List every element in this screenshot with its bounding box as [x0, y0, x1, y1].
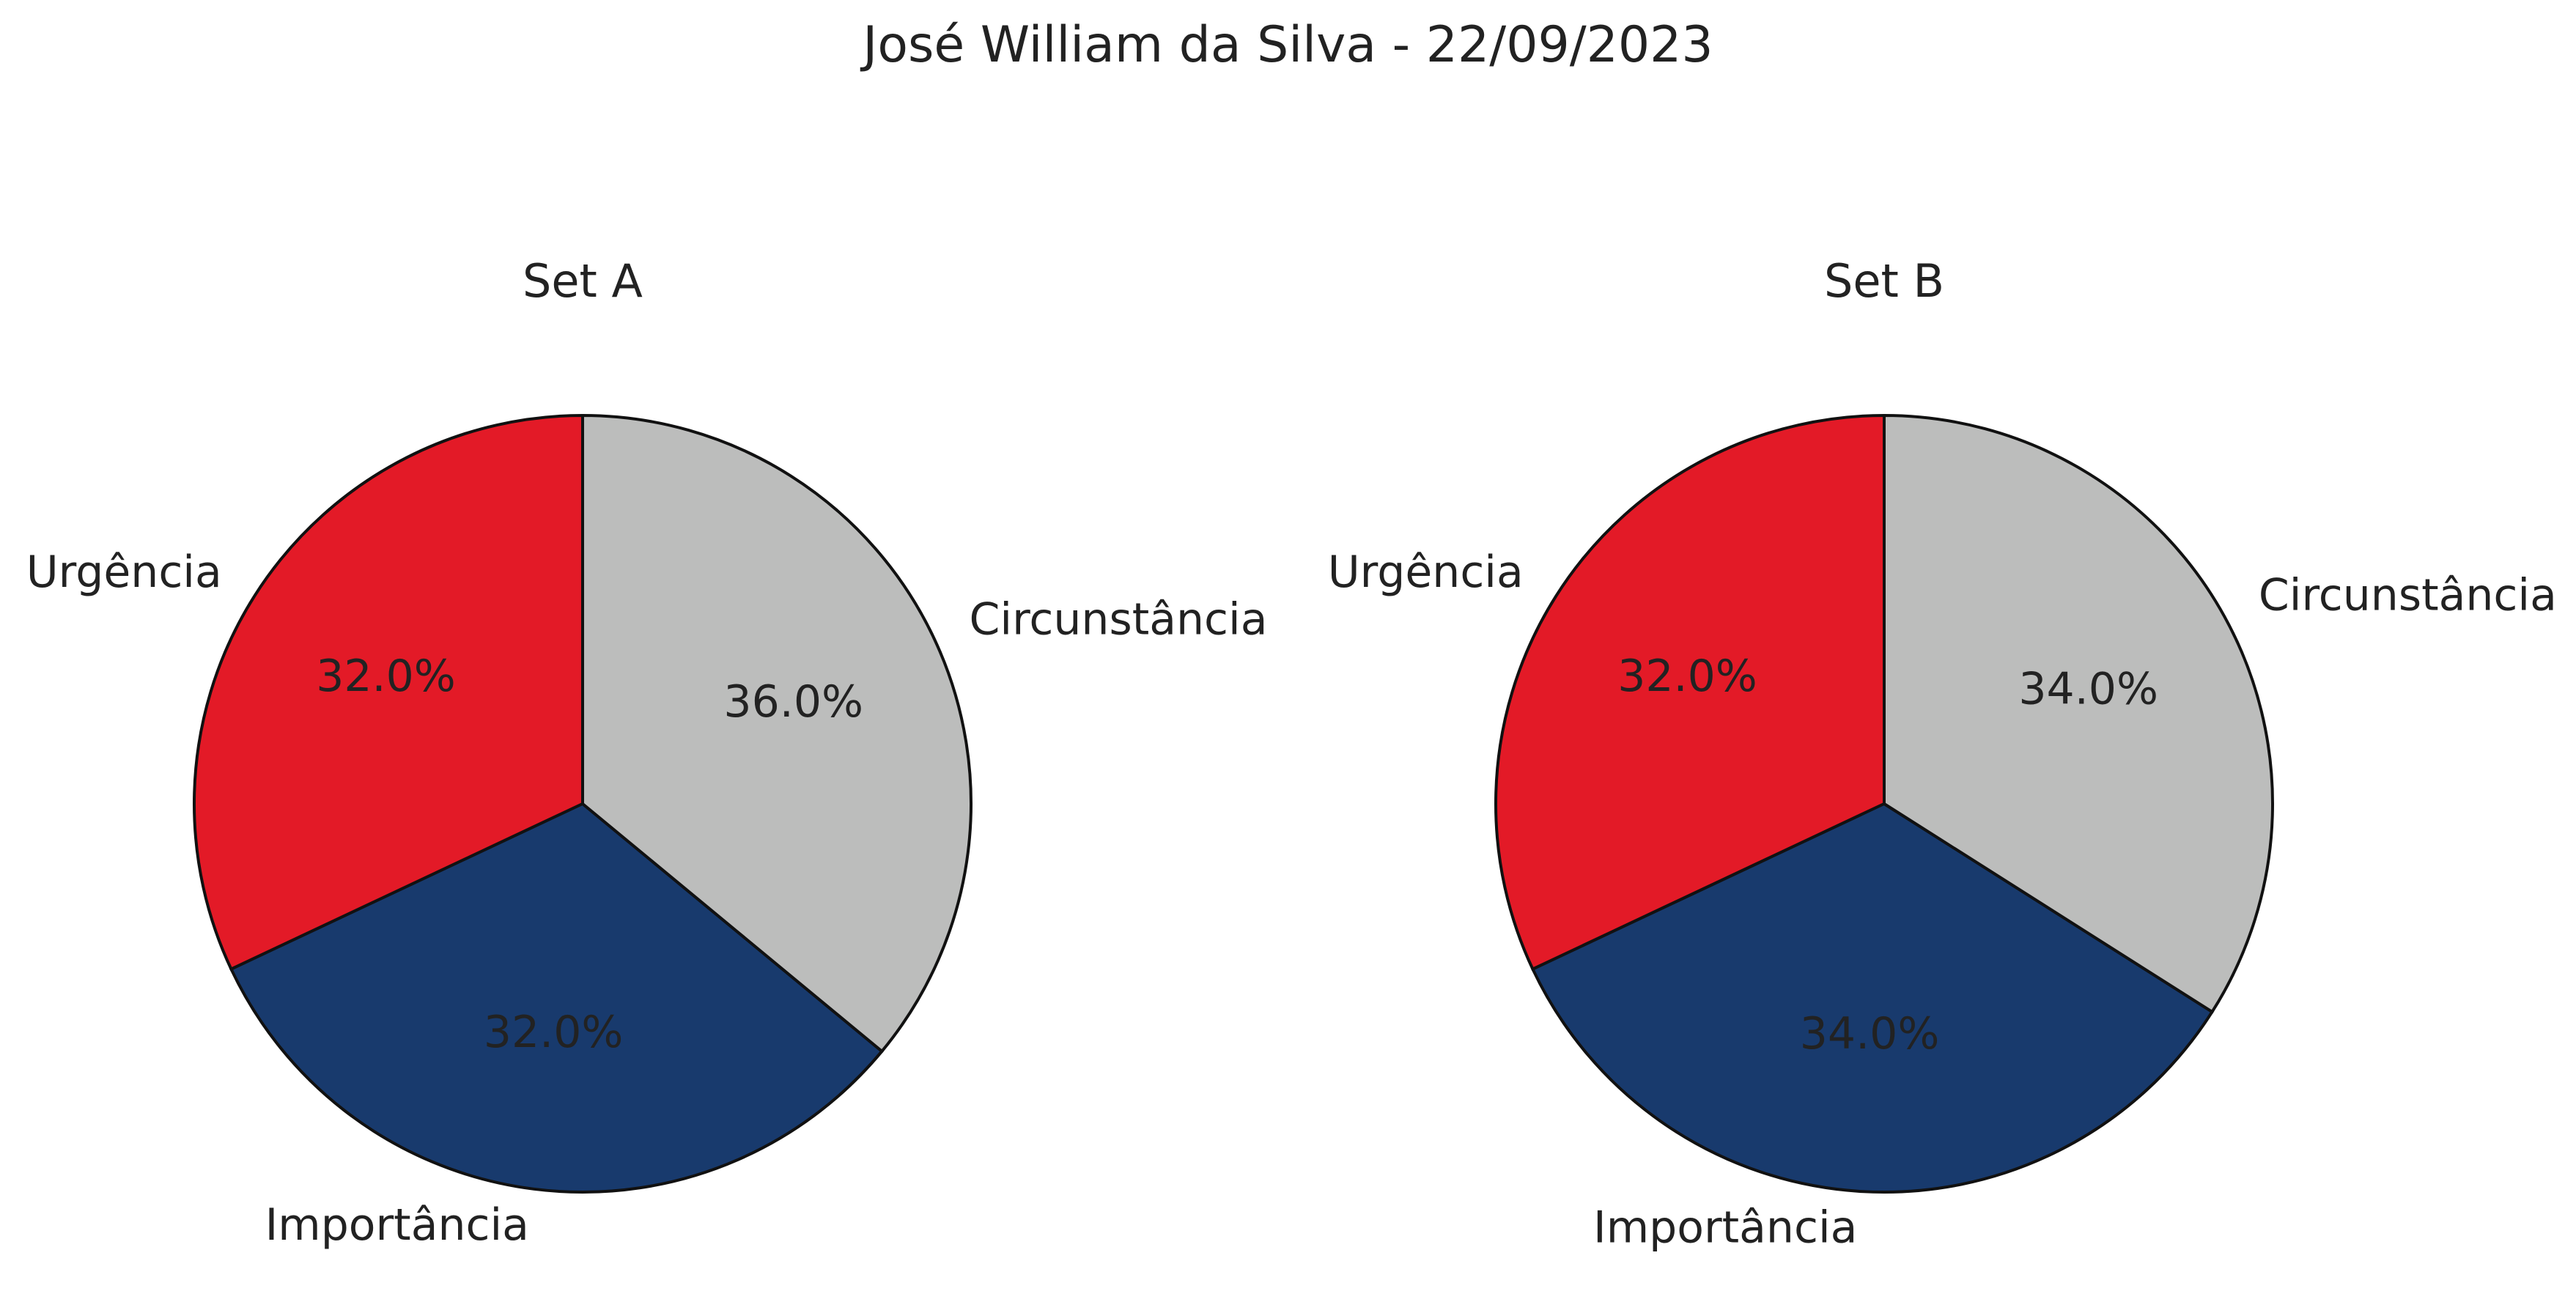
set-a-pct-circunstancia: 36.0%: [723, 676, 863, 728]
set-a-pie: Set A Urgência 32.0% Importância 32.0% Circun…: [26, 254, 1268, 1251]
set-a-slice-circunstancia: [581, 413, 973, 1054]
set-b-pie: Set B Urgência 32.0% Importância 34.0% Circun…: [1328, 254, 2557, 1253]
set-b-pct-circunstancia: 34.0%: [2018, 663, 2158, 714]
set-b-label-importancia: Importância: [1593, 1202, 1857, 1253]
set-a-slice-importancia: [229, 802, 885, 1194]
set-b-label-circunstancia: Circunstância: [2259, 570, 2557, 621]
set-b-pct-urgencia: 32.0%: [1617, 651, 1757, 702]
set-a-label-circunstancia: Circunstância: [970, 593, 1268, 645]
set-b-slice-urgencia: [1494, 413, 1886, 972]
set-a-pct-urgencia: 32.0%: [316, 651, 456, 702]
set-b-slice-importancia: [1530, 802, 2215, 1194]
set-a-pct-importancia: 32.0%: [484, 1007, 624, 1058]
set-a-label-urgencia: Urgência: [26, 547, 222, 598]
set-a-label-importancia: Importância: [265, 1199, 529, 1251]
set-a-slice-urgencia: [193, 413, 584, 972]
set-b-title: Set B: [1824, 254, 1944, 308]
set-b-slice-circunstancia: [1883, 413, 2274, 1014]
page-title: José William da Silva - 22/09/2023: [863, 16, 1713, 74]
set-b-label-urgencia: Urgência: [1328, 547, 1524, 598]
set-b-pct-importancia: 34.0%: [1800, 1008, 1940, 1059]
set-a-title: Set A: [523, 254, 643, 308]
